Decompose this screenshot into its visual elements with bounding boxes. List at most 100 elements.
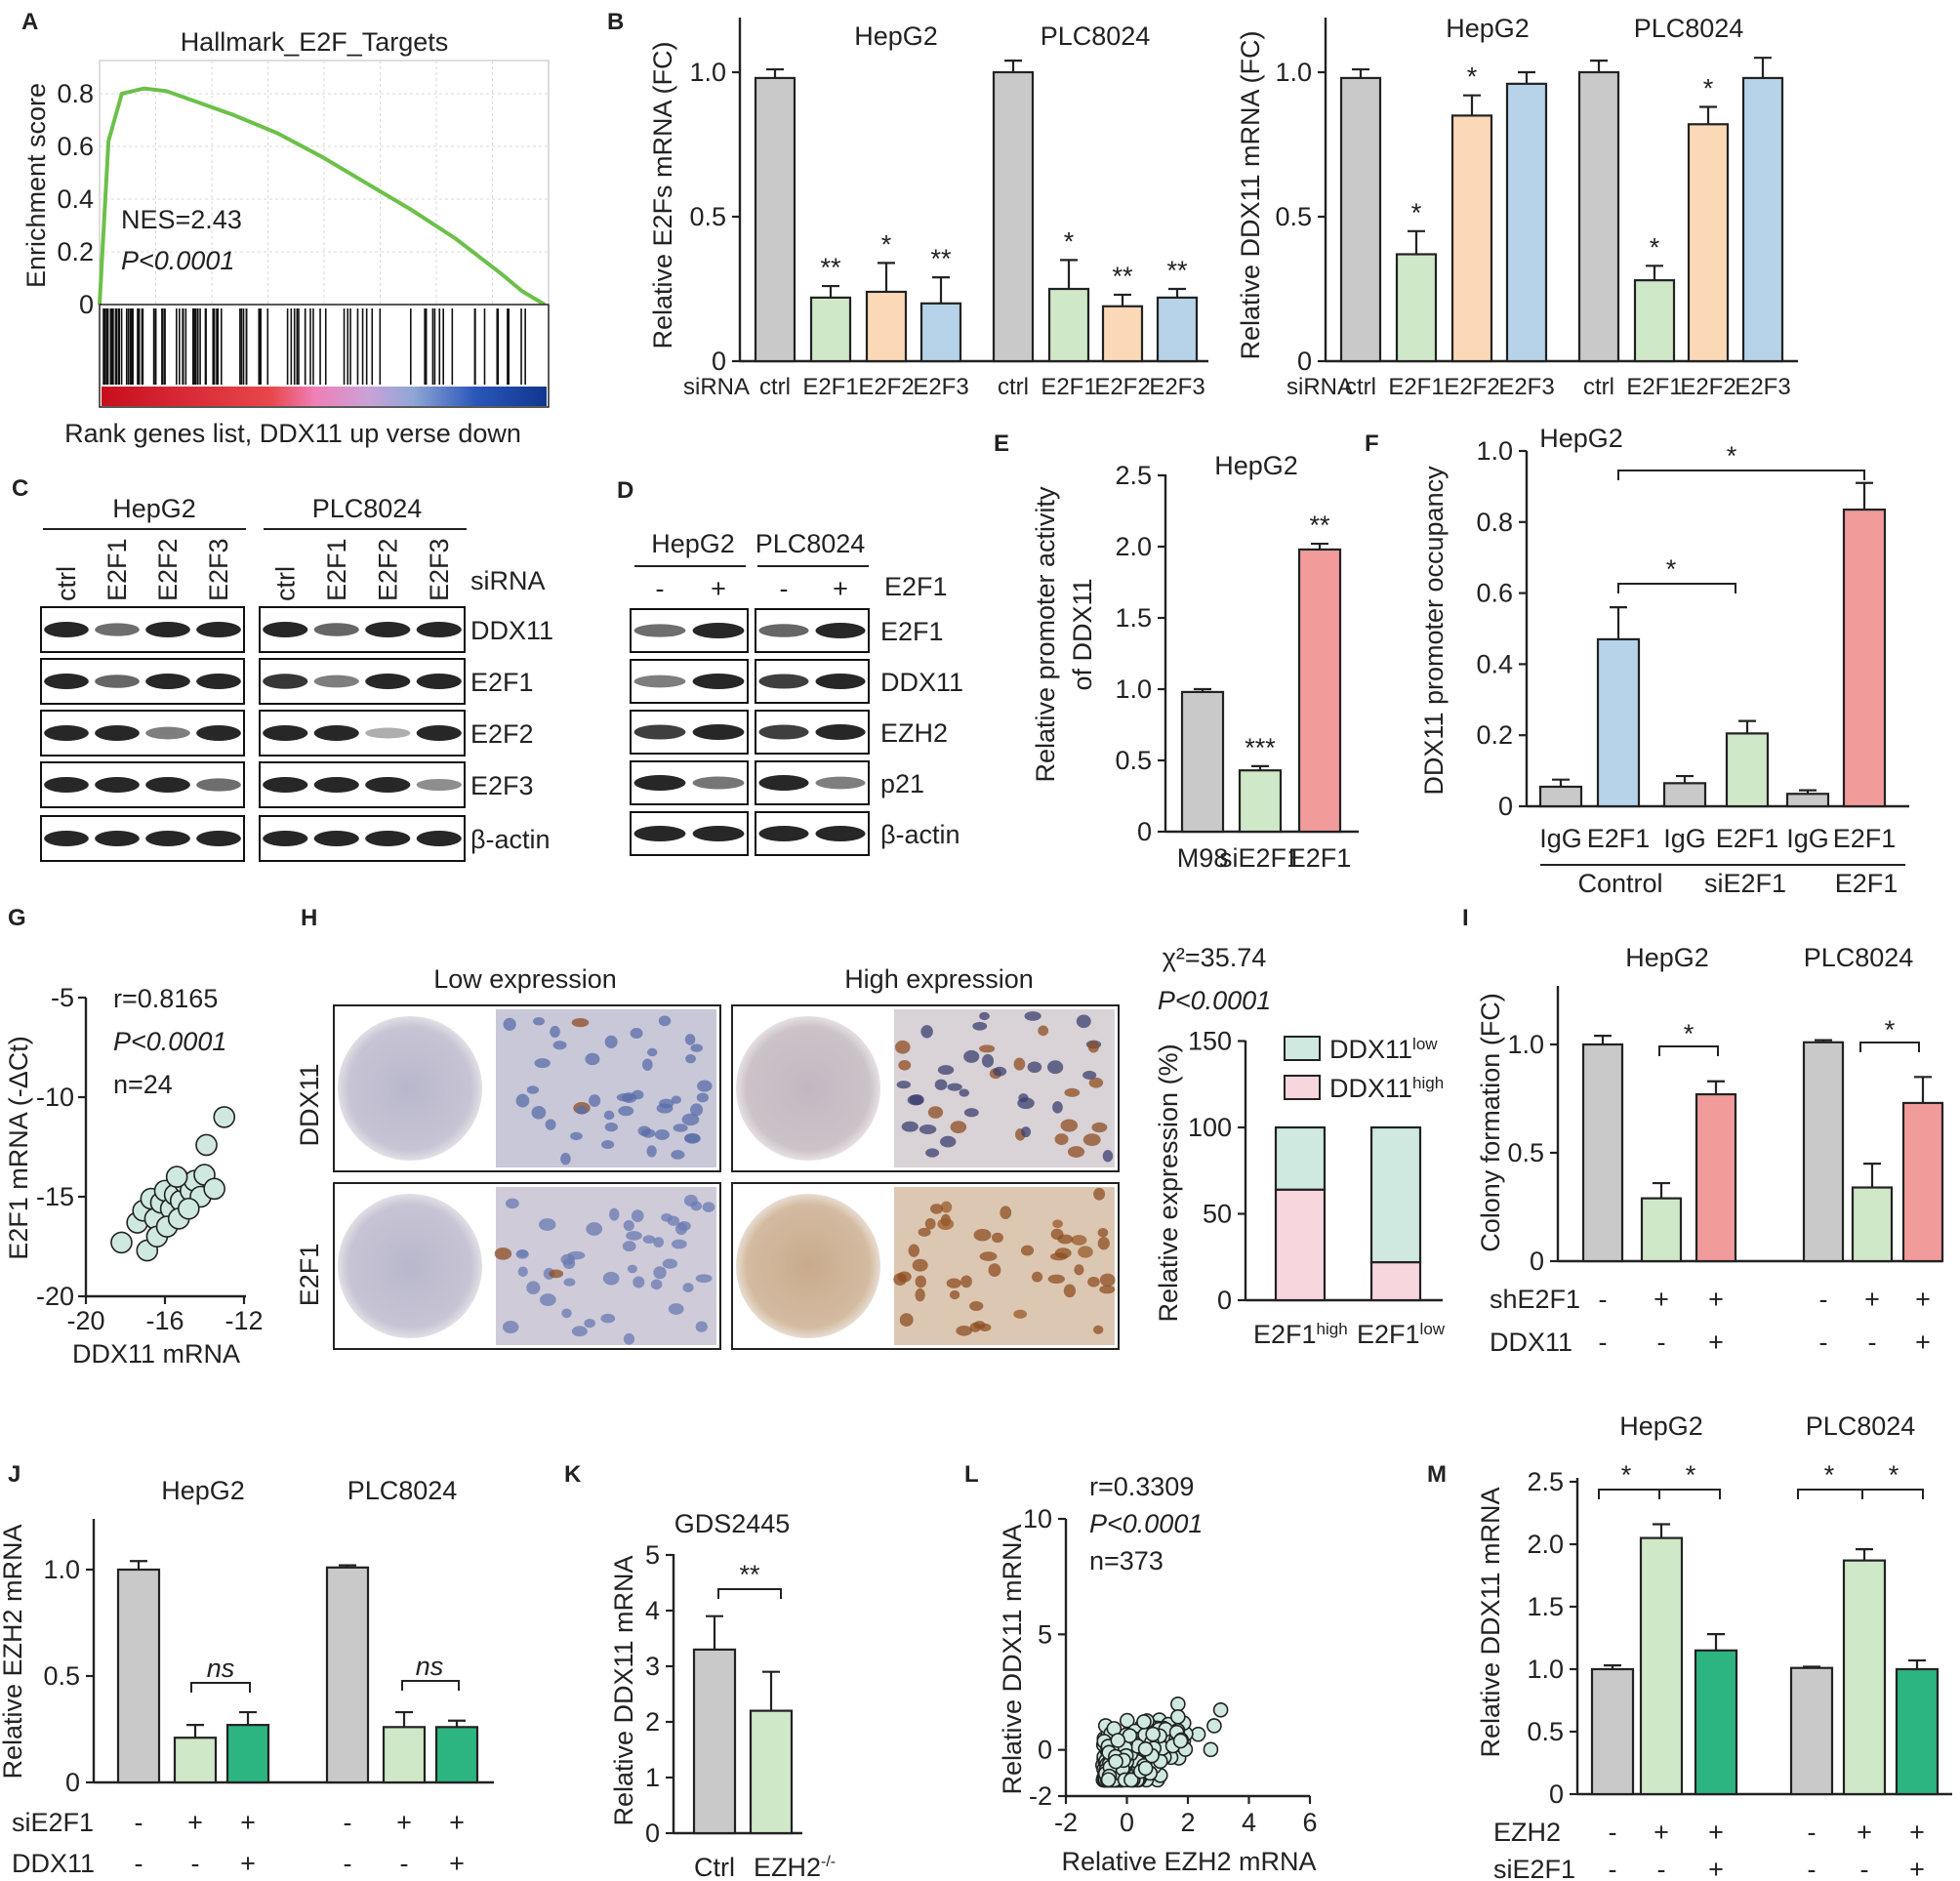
b1-x-label-3: E2F3	[913, 374, 968, 400]
h-ihc-nucleus-1-41	[1038, 1025, 1049, 1037]
l-xtick-label-1: 0	[1120, 1808, 1134, 1837]
h-bar-low-0	[1274, 1125, 1327, 1191]
panel-letter-d: D	[617, 477, 633, 504]
h-ihc-nucleus-3-28	[1097, 1227, 1109, 1238]
m-error-bar-0	[1604, 1664, 1621, 1669]
k-ytick-label-1: 1	[645, 1763, 660, 1792]
i-bar-4	[1851, 1186, 1894, 1263]
c-band-3-1-0	[263, 777, 308, 793]
h-ihc-nucleus-1-30	[1060, 1119, 1079, 1132]
c-band-1-1-1	[313, 675, 359, 688]
gsea-rank-gradient	[102, 387, 547, 406]
b1-y-ticks: 0 0.5 1.0	[689, 58, 740, 376]
h-ihc-nucleus-0-19	[616, 1092, 634, 1102]
panel-letter-a: A	[21, 9, 38, 35]
k-error-bar-0	[706, 1615, 723, 1650]
h-y-label: Relative expression (%)	[1154, 1043, 1183, 1322]
m-bar-0	[1590, 1667, 1635, 1796]
i-error-bar-4	[1863, 1163, 1881, 1188]
m-sig-2: *	[1686, 1460, 1696, 1490]
gsea-ytick-label-2: 0.4	[57, 184, 94, 214]
d-band-2-1-0	[758, 724, 809, 740]
k-x-label-ezh2-sup: -/-	[821, 1854, 836, 1870]
h-ihc-nucleus-0-11	[600, 1139, 615, 1150]
h-stat-chi: χ²=35.74	[1163, 943, 1267, 972]
f-bar-4	[1785, 793, 1830, 808]
e-x-label-1: siE2F1	[1219, 843, 1301, 873]
g-points	[110, 1106, 236, 1262]
j-error-bar-0	[130, 1560, 147, 1570]
h-ihc-nucleus-3-1	[1099, 1285, 1116, 1294]
b2-error-bar-3	[1518, 70, 1535, 84]
c-band-3-1-3	[416, 778, 462, 792]
i-ytick-label-2: 1.0	[1507, 1030, 1544, 1059]
h-ihc-nucleus-0-8	[659, 1098, 674, 1109]
c-band-1-0-1	[95, 675, 140, 688]
m-sign-0-1: +	[1654, 1818, 1669, 1847]
f-bracket-top	[1617, 470, 1865, 480]
gsea-nes: NES=2.43	[121, 205, 242, 234]
h-ihc-nucleus-1-16	[1076, 1014, 1091, 1029]
c-band-0-0-2	[145, 622, 190, 637]
h-ihc-nucleus-2-14	[631, 1209, 644, 1222]
b1-group-hepg2: HepG2	[854, 21, 938, 51]
b2-bar-2	[1450, 114, 1493, 363]
d-band-2-0-1	[692, 724, 745, 740]
d-band-0-1-0	[758, 624, 809, 637]
h-ihc-nucleus-2-6	[602, 1271, 620, 1286]
h-ihc-nucleus-3-42	[937, 1217, 955, 1231]
j-bars: siE2F1 - + + - + + DDX11 - - + - - + ns ns	[12, 1560, 479, 1878]
k-x-label-ezh2-main: EZH2	[754, 1853, 821, 1881]
i-row-label-0: shE2F1	[1490, 1285, 1580, 1314]
e-bars: M98 *** siE2F1 ** E2F1	[1177, 511, 1352, 873]
h-ihc-nucleus-2-44	[549, 1269, 564, 1279]
gsea-ytick-label-3: 0.6	[57, 132, 94, 161]
h-ihc-nucleus-1-10	[896, 1081, 912, 1089]
c-row-label-0: DDX11	[470, 616, 553, 645]
h-ihc-nucleus-0-13	[570, 1131, 583, 1141]
panel-b-e2fs-mrna: 0 0.5 1.0 Relative E2Fs mRNA (FC) HepG2 PL…	[648, 18, 1208, 400]
j-group-hepg2: HepG2	[161, 1476, 245, 1505]
c-row-label-1: E2F1	[470, 668, 534, 697]
h-ihc-nucleus-1-37	[907, 1094, 923, 1106]
h-ihc-nucleus-1-31	[1088, 1077, 1104, 1088]
b1-bar-6	[1101, 305, 1144, 363]
b2-row-label: siRNA	[1286, 374, 1353, 400]
j-row-label-0: siE2F1	[12, 1808, 94, 1837]
h-legend-swatch-high	[1284, 1075, 1321, 1100]
m-error-bar-2	[1707, 1633, 1725, 1651]
h-ihc-nucleus-1-34	[1047, 1060, 1064, 1075]
b2-bar-3	[1505, 82, 1548, 363]
d-lane-labels: - + - +	[656, 574, 848, 603]
m-ytick-label-3: 1.5	[1527, 1592, 1564, 1621]
j-error-bar-5	[448, 1719, 466, 1728]
h-ihc-nucleus-2-38	[695, 1321, 708, 1332]
b1-x-label-4: ctrl	[998, 374, 1029, 400]
h-ihc-nucleus-1-17	[947, 1083, 962, 1091]
h-ihc-core-3	[736, 1194, 880, 1338]
h-ihc-nucleus-0-30	[641, 1128, 656, 1138]
b1-error-bar-3	[932, 276, 950, 304]
h-ihc-nucleus-3-9	[960, 1275, 972, 1288]
f-x-label-1: E2F1	[1587, 824, 1651, 853]
h-legend-label-low: DDX11low	[1329, 1035, 1438, 1064]
j-sign-0-4: +	[396, 1808, 412, 1837]
j-error-bar-2	[239, 1710, 257, 1726]
f-bar-5	[1842, 508, 1887, 808]
j-sig-hepg2: ns	[207, 1654, 235, 1683]
k-x-label-ezh2: EZH2-/-	[754, 1853, 836, 1881]
c-row-label-3: E2F3	[470, 771, 534, 800]
d-lane-0-0: -	[656, 574, 665, 603]
d-band-3-1-1	[815, 776, 866, 790]
b1-ytick-label-2: 1.0	[689, 58, 726, 87]
b1-ytick-label-0: 0	[712, 347, 726, 376]
h-ihc-nucleus-3-38	[1020, 1245, 1035, 1256]
b1-y-label: Relative E2Fs mRNA (FC)	[648, 41, 677, 348]
panel-letter-h: H	[301, 905, 317, 931]
e-ytick-label-3: 1.5	[1115, 603, 1152, 633]
m-sign-0-2: +	[1708, 1818, 1724, 1847]
d-row-label-3: p21	[880, 769, 924, 798]
h-ihc-nucleus-3-41	[1052, 1219, 1064, 1229]
h-ihc-nucleus-0-38	[571, 1018, 590, 1028]
l-ticks: -2 0 5 10 -2 0 2 4 6	[1023, 1504, 1318, 1837]
